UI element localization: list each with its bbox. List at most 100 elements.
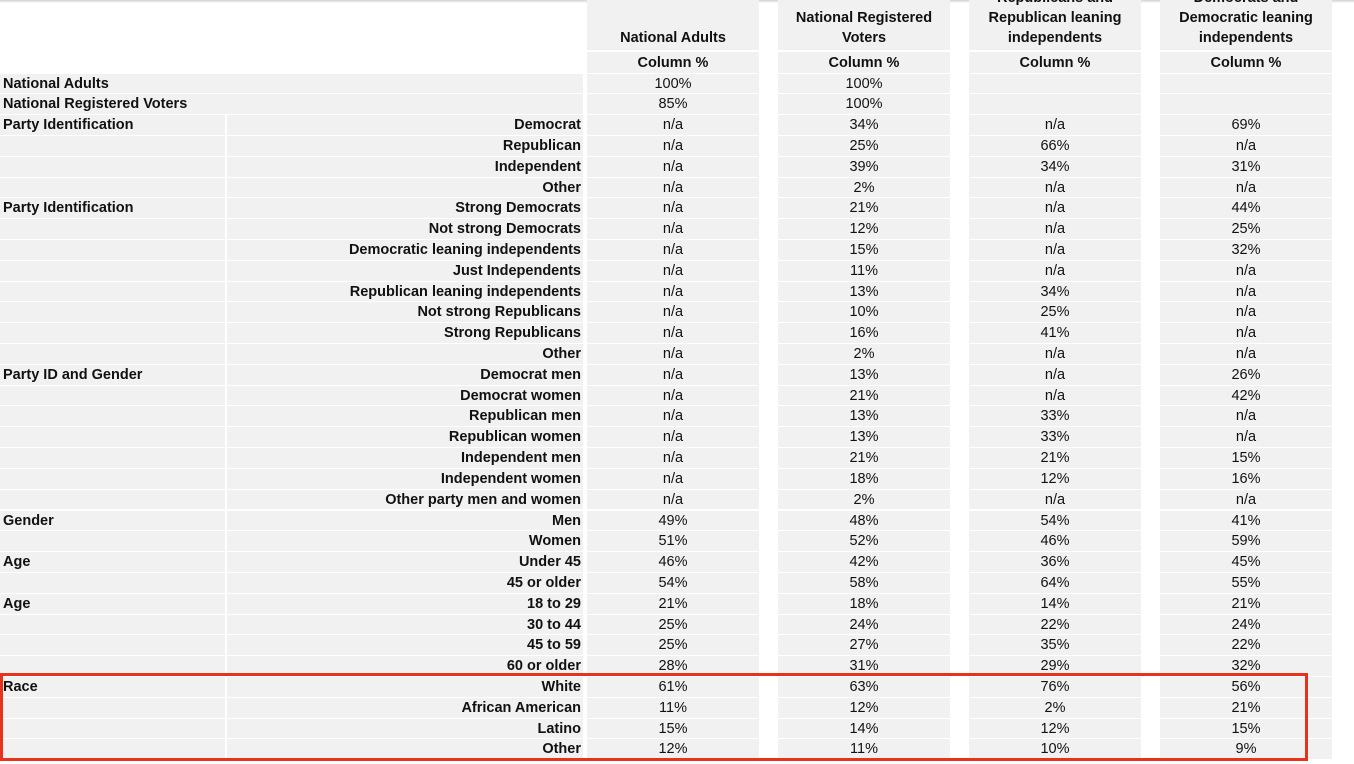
row-group-empty <box>0 385 225 406</box>
value-cell: 31% <box>778 656 950 676</box>
value-cell: n/a <box>587 427 759 448</box>
value-cell: n/a <box>587 219 759 239</box>
row-label: Strong Republicans <box>227 323 583 344</box>
row-label: White <box>227 676 583 697</box>
value-cell: 46% <box>587 552 759 572</box>
row-label: Not strong Republicans <box>227 302 583 323</box>
row-label: Republican <box>227 135 583 156</box>
row-label: Democrat women <box>227 385 583 406</box>
value-cell: 14% <box>778 718 950 739</box>
value-cell: n/a <box>587 115 759 135</box>
value-cell: n/a <box>969 344 1141 364</box>
value-cell: 59% <box>1160 531 1332 552</box>
row-label: Not strong Democrats <box>227 219 583 239</box>
row-label: Other <box>227 739 583 760</box>
value-cell: n/a <box>587 385 759 406</box>
row-label: Other <box>227 344 583 364</box>
value-cell: n/a <box>1160 323 1332 344</box>
value-cell: 24% <box>1160 614 1332 635</box>
value-cell: n/a <box>587 281 759 302</box>
row-group-empty <box>0 448 225 468</box>
value-cell: n/a <box>1160 489 1332 510</box>
value-cell: n/a <box>969 260 1141 281</box>
value-cell: 39% <box>778 156 950 177</box>
value-cell: 69% <box>1160 115 1332 135</box>
column-header: Democrats and Democratic leaning indepen… <box>1160 0 1332 50</box>
value-cell: n/a <box>969 198 1141 219</box>
row-label: Other party men and women <box>227 489 583 510</box>
value-cell: n/a <box>969 177 1141 198</box>
value-cell: 16% <box>778 323 950 344</box>
value-cell: 48% <box>778 510 950 531</box>
value-cell: 9% <box>1160 739 1332 760</box>
value-cell: 13% <box>778 364 950 385</box>
value-cell: 15% <box>1160 448 1332 468</box>
row-label: Just Independents <box>227 260 583 281</box>
row-label: Strong Democrats <box>227 198 583 219</box>
value-cell: 12% <box>778 697 950 718</box>
column-header: National Registered Voters <box>778 0 950 50</box>
value-cell: 29% <box>969 656 1141 676</box>
row-label: 30 to 44 <box>227 614 583 635</box>
value-cell: 66% <box>969 135 1141 156</box>
value-cell: n/a <box>587 323 759 344</box>
value-cell: n/a <box>587 156 759 177</box>
value-cell: 25% <box>587 614 759 635</box>
value-cell: 25% <box>587 635 759 656</box>
row-label: Republican leaning independents <box>227 281 583 302</box>
value-cell: 12% <box>969 468 1141 489</box>
value-cell: 15% <box>1160 718 1332 739</box>
row-group-empty <box>0 718 225 739</box>
value-cell: 56% <box>1160 676 1332 697</box>
value-cell: n/a <box>969 364 1141 385</box>
value-cell: 21% <box>1160 593 1332 614</box>
value-cell: 26% <box>1160 364 1332 385</box>
value-cell: 42% <box>1160 385 1332 406</box>
value-cell: 11% <box>587 697 759 718</box>
value-cell: 31% <box>1160 156 1332 177</box>
value-cell: 22% <box>1160 635 1332 656</box>
value-cell: 34% <box>969 281 1141 302</box>
value-cell: 63% <box>778 676 950 697</box>
row-group-empty <box>0 468 225 489</box>
row-label: Democrat men <box>227 364 583 385</box>
value-cell: 16% <box>1160 468 1332 489</box>
row-label: Independent <box>227 156 583 177</box>
row-group: Age <box>0 593 225 614</box>
row-label: African American <box>227 697 583 718</box>
row-group-empty <box>0 344 225 364</box>
value-cell: 34% <box>969 156 1141 177</box>
value-cell: n/a <box>969 239 1141 260</box>
value-cell: n/a <box>587 260 759 281</box>
row-group-empty <box>0 614 225 635</box>
value-cell: 100% <box>778 94 950 115</box>
value-cell: n/a <box>587 448 759 468</box>
value-cell: 13% <box>778 281 950 302</box>
value-cell: 21% <box>778 385 950 406</box>
row-group-empty <box>0 697 225 718</box>
row-group-empty <box>0 406 225 427</box>
value-cell: n/a <box>1160 427 1332 448</box>
value-cell: n/a <box>1160 344 1332 364</box>
value-cell: 45% <box>1160 552 1332 572</box>
row-label: 60 or older <box>227 656 583 676</box>
row-group: Race <box>0 676 225 697</box>
row-label: Democrat <box>227 115 583 135</box>
value-cell: 21% <box>969 448 1141 468</box>
row-group-empty <box>0 135 225 156</box>
value-cell: 15% <box>587 718 759 739</box>
value-cell <box>1160 94 1332 115</box>
value-cell: 85% <box>587 94 759 115</box>
row-group-empty <box>0 239 225 260</box>
row-group-empty <box>0 281 225 302</box>
row-label: 45 to 59 <box>227 635 583 656</box>
value-cell: n/a <box>587 468 759 489</box>
value-cell: 25% <box>1160 219 1332 239</box>
row-label: Latino <box>227 718 583 739</box>
value-cell: 36% <box>969 552 1141 572</box>
column-header-text: Democrats and Democratic leaning indepen… <box>1179 0 1313 46</box>
row-group-empty <box>0 156 225 177</box>
value-cell: 12% <box>778 219 950 239</box>
